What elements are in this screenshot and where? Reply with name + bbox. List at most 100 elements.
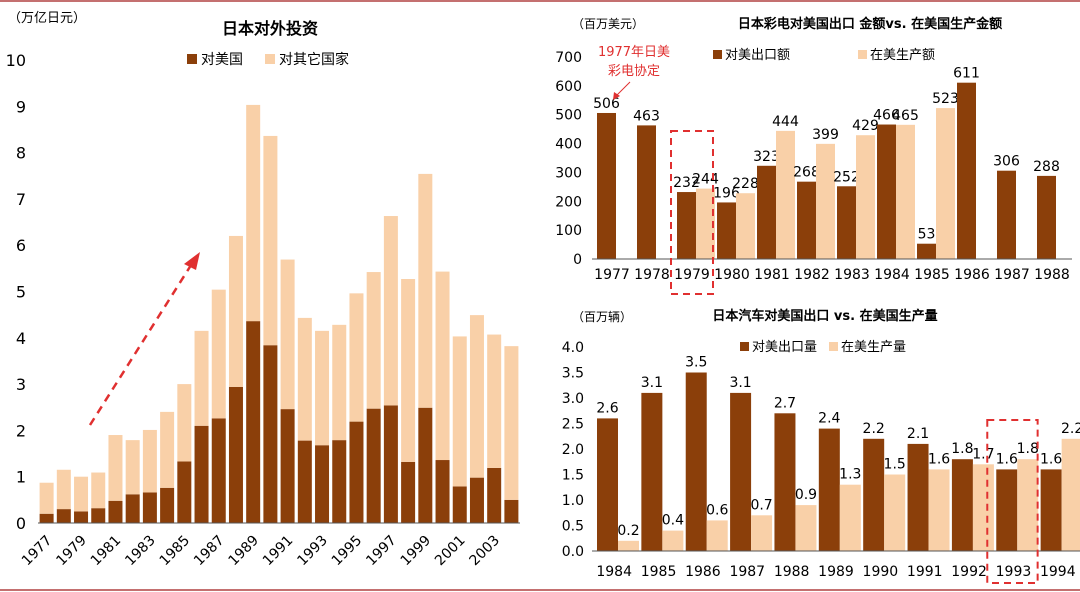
x-tick-label-investment: 1997 — [363, 533, 400, 570]
bar-tv-local — [696, 188, 715, 259]
x-tick-label-investment: 1977 — [19, 533, 56, 570]
x-tick-label-investment: 2001 — [432, 533, 469, 570]
bar-other-investment — [194, 330, 209, 426]
data-label-auto-export: 1.6 — [996, 451, 1018, 467]
data-label-auto-local: 0.4 — [662, 513, 684, 529]
bar-other-investment — [349, 293, 364, 422]
y-tick-label-investment: 7 — [16, 190, 26, 209]
bar-other-investment — [280, 259, 295, 410]
bar-tv-local — [776, 130, 795, 259]
y-tick-label-tv: 600 — [555, 79, 582, 95]
bar-auto-export — [1040, 469, 1062, 551]
bar-other-investment — [332, 324, 347, 441]
y-tick-label-investment: 5 — [16, 283, 26, 302]
bar-other-investment — [39, 482, 54, 514]
annotation-tv-line1: 1977年日美 — [598, 45, 670, 60]
bar-auto-local — [884, 474, 906, 551]
bar-auto-export — [951, 459, 973, 551]
y-tick-label-tv: 400 — [555, 137, 582, 153]
bar-other-investment — [487, 334, 502, 468]
bar-other-investment — [211, 289, 226, 419]
bar-other-investment — [108, 435, 123, 501]
x-tick-label-tv: 1983 — [834, 267, 870, 283]
x-tick-label-investment: 1987 — [191, 533, 228, 570]
data-label-tv-export: 466 — [873, 108, 900, 124]
bar-auto-local — [706, 520, 728, 551]
bar-us-investment — [160, 487, 175, 523]
bar-other-investment — [125, 440, 140, 495]
y-tick-label-tv: 0 — [573, 252, 582, 268]
legend-label-us: 对美国 — [201, 52, 243, 68]
bar-auto-local — [618, 540, 639, 551]
legend-swatch-us — [187, 54, 197, 64]
data-label-auto-export: 3.1 — [641, 375, 663, 391]
bar-us-investment — [315, 445, 330, 523]
y-tick-label-auto: 1.0 — [562, 493, 584, 509]
data-label-auto-export: 2.6 — [596, 400, 618, 416]
chart-title-investment: 日本对外投资 — [222, 19, 318, 38]
x-tick-label-tv: 1980 — [714, 267, 750, 283]
bar-us-investment — [142, 492, 157, 523]
data-label-auto-export: 2.2 — [863, 421, 885, 437]
x-tick-label-investment: 1985 — [157, 533, 194, 570]
bar-auto-export — [996, 469, 1018, 551]
y-tick-label-auto: 0.5 — [562, 519, 584, 535]
unit-label-tv: （百万美元） — [572, 17, 644, 31]
bar-tv-local — [736, 193, 755, 259]
data-label-auto-local: 1.5 — [884, 457, 906, 473]
data-label-auto-export: 1.8 — [951, 441, 973, 457]
x-tick-label-investment: 1983 — [122, 533, 159, 570]
bar-auto-export — [818, 428, 840, 551]
data-label-tv-export: 463 — [633, 108, 660, 124]
bar-other-investment — [177, 384, 192, 462]
x-tick-label-tv: 1982 — [794, 267, 830, 283]
legend-swatch-auto-export — [740, 342, 749, 351]
bar-other-investment — [435, 271, 450, 461]
bar-auto-local — [751, 515, 773, 551]
y-tick-label-auto: 0.0 — [562, 544, 584, 560]
x-tick-label-auto: 1993 — [996, 564, 1032, 580]
y-tick-label-auto: 2.0 — [562, 442, 584, 458]
bar-us-investment — [246, 321, 261, 523]
x-tick-label-tv: 1985 — [914, 267, 950, 283]
bar-tv-export — [757, 165, 776, 259]
y-tick-label-investment: 6 — [16, 236, 26, 255]
y-tick-label-auto: 2.5 — [562, 417, 584, 433]
data-label-auto-local: 0.7 — [750, 497, 772, 513]
legend-swatch-tv-local — [858, 50, 867, 59]
y-tick-label-tv: 200 — [555, 194, 582, 210]
annotation-arrow-head — [613, 92, 620, 100]
x-tick-label-tv: 1986 — [954, 267, 990, 283]
bar-auto-local — [839, 484, 861, 551]
bar-us-investment — [194, 425, 209, 523]
data-label-tv-export: 323 — [753, 149, 780, 165]
x-tick-label-auto: 1988 — [774, 564, 810, 580]
bar-us-investment — [383, 405, 398, 523]
bar-us-investment — [435, 460, 450, 523]
data-label-tv-export: 232 — [673, 175, 700, 191]
bar-other-investment — [56, 469, 71, 510]
x-tick-label-investment: 2003 — [466, 533, 503, 570]
bar-auto-local — [795, 505, 817, 551]
x-tick-label-investment: 1979 — [53, 533, 90, 570]
bar-other-investment — [142, 429, 157, 493]
data-label-tv-export: 268 — [793, 165, 820, 181]
y-tick-label-investment: 9 — [16, 97, 26, 116]
bar-other-investment — [160, 411, 175, 488]
y-tick-label-auto: 4.0 — [562, 340, 584, 356]
legend-swatch-other — [265, 54, 275, 64]
bar-other-investment — [315, 330, 330, 446]
x-tick-label-auto: 1985 — [641, 564, 677, 580]
bar-us-investment — [177, 461, 192, 523]
bar-other-investment — [418, 173, 433, 408]
x-tick-label-investment: 1991 — [260, 533, 297, 570]
bar-us-investment — [332, 440, 347, 523]
x-tick-label-auto: 1987 — [729, 564, 765, 580]
bar-other-investment — [366, 272, 381, 409]
bar-auto-local — [1061, 438, 1080, 551]
bar-tv-export — [637, 125, 656, 260]
bar-tv-export — [677, 192, 696, 259]
bar-other-investment — [228, 235, 243, 387]
bar-other-investment — [297, 317, 312, 441]
